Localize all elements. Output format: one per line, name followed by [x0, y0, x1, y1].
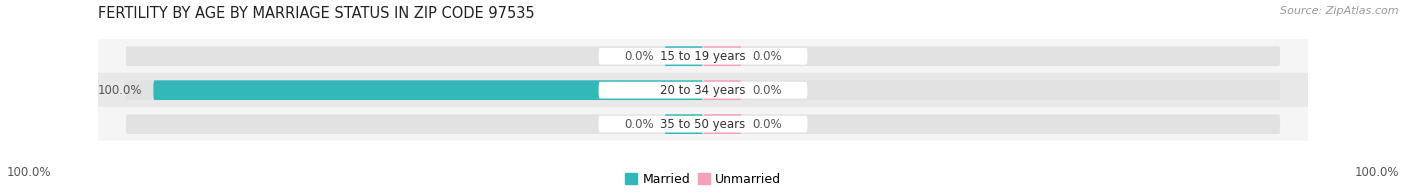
Bar — [98, 107, 1308, 141]
Text: Source: ZipAtlas.com: Source: ZipAtlas.com — [1281, 6, 1399, 16]
FancyBboxPatch shape — [127, 46, 1279, 66]
FancyBboxPatch shape — [153, 80, 703, 100]
Bar — [98, 73, 1308, 107]
Text: 15 to 19 years: 15 to 19 years — [661, 50, 745, 63]
Text: 20 to 34 years: 20 to 34 years — [661, 84, 745, 97]
Text: 100.0%: 100.0% — [1354, 166, 1399, 179]
Text: 100.0%: 100.0% — [7, 166, 52, 179]
FancyBboxPatch shape — [665, 114, 703, 134]
Text: 0.0%: 0.0% — [624, 50, 654, 63]
Text: 100.0%: 100.0% — [98, 84, 142, 97]
Bar — [98, 39, 1308, 73]
FancyBboxPatch shape — [703, 114, 741, 134]
FancyBboxPatch shape — [665, 46, 703, 66]
Text: 0.0%: 0.0% — [752, 50, 782, 63]
FancyBboxPatch shape — [599, 48, 807, 64]
Text: 0.0%: 0.0% — [752, 84, 782, 97]
Text: 35 to 50 years: 35 to 50 years — [661, 118, 745, 131]
FancyBboxPatch shape — [703, 80, 741, 100]
Text: 0.0%: 0.0% — [624, 118, 654, 131]
FancyBboxPatch shape — [127, 80, 1279, 100]
Text: FERTILITY BY AGE BY MARRIAGE STATUS IN ZIP CODE 97535: FERTILITY BY AGE BY MARRIAGE STATUS IN Z… — [98, 6, 536, 21]
FancyBboxPatch shape — [599, 116, 807, 132]
FancyBboxPatch shape — [127, 114, 1279, 134]
Text: 0.0%: 0.0% — [752, 118, 782, 131]
FancyBboxPatch shape — [599, 82, 807, 99]
Legend: Married, Unmarried: Married, Unmarried — [620, 168, 786, 191]
FancyBboxPatch shape — [703, 46, 741, 66]
